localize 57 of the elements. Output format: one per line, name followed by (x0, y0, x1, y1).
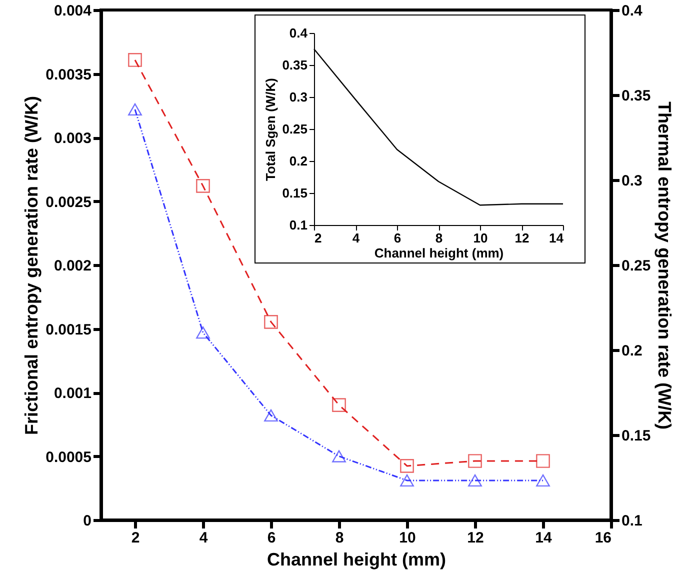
x-tick-label: 16 (594, 530, 612, 546)
x-axis-title: Channel height (mm) (374, 246, 504, 260)
y-tick-label: 0.001 (54, 385, 92, 402)
y-tick-label: 0.3 (289, 90, 308, 104)
y-tick-label: 0.4 (289, 26, 308, 40)
x-tick-label: 8 (435, 230, 443, 246)
y-tick-label: 0.2 (289, 154, 308, 168)
y-tick-label: 0.35 (282, 58, 308, 72)
x-tick-label: 2 (131, 530, 140, 546)
point (332, 398, 346, 412)
y-tick-label: 0.002 (54, 258, 92, 274)
y2-tick-label: 0.2 (622, 342, 642, 360)
y2-tick-label: 0.35 (622, 88, 651, 104)
y2-axis-title: Thermal entropy generation rate (W/K) (654, 101, 674, 430)
y-tick-label: 0.003 (54, 130, 92, 147)
point (332, 450, 346, 462)
point (264, 409, 278, 422)
x-axis-title: Channel height (mm) (267, 550, 446, 570)
point (468, 454, 482, 468)
x-tick-label: 4 (199, 530, 208, 546)
x-tick-label: 10 (473, 230, 488, 246)
y-tick-label: 0 (83, 512, 92, 530)
point (128, 103, 142, 116)
y-axis-title: Frictional entropy generation rate (W/K) (22, 96, 42, 436)
point (536, 454, 550, 468)
point (196, 326, 210, 339)
y-tick-label: 0.25 (282, 122, 308, 136)
x-tick-label: 14 (535, 530, 552, 546)
x-tick-label: 14 (549, 230, 564, 246)
x-tick-label: 6 (267, 530, 276, 546)
y2-tick-label: 0.4 (622, 2, 644, 20)
x-tick-label: 12 (467, 530, 484, 546)
x-tick-label: 2 (314, 230, 322, 246)
point (264, 315, 278, 329)
y-tick-label: 0.0015 (46, 321, 92, 338)
y2-tick-label: 0.1 (622, 512, 642, 530)
y-tick-label: 0.1 (289, 218, 308, 232)
y2-tick-label: 0.15 (622, 428, 651, 444)
point (128, 53, 142, 67)
x-tick-label: 4 (352, 230, 360, 246)
y-tick-label: 0.15 (282, 186, 308, 200)
y-tick-label: 0.0035 (46, 66, 92, 84)
point (536, 474, 550, 487)
point (196, 179, 210, 193)
x-tick-label: 8 (335, 530, 344, 546)
y-tick-label: 0.0025 (46, 194, 92, 211)
point (468, 474, 482, 487)
x-tick-label: 12 (514, 230, 530, 246)
y-tick-label: 0.004 (54, 2, 92, 20)
y2-tick-label: 0.3 (622, 172, 642, 190)
x-tick-label: 10 (399, 530, 416, 546)
x-tick-label: 6 (394, 230, 402, 246)
y-axis-title: Total Sgen (W/K) (263, 78, 278, 182)
point (400, 459, 414, 473)
y2-tick-label: 0.25 (622, 258, 651, 274)
point (400, 474, 414, 487)
y-tick-label: 0.0005 (46, 448, 92, 466)
